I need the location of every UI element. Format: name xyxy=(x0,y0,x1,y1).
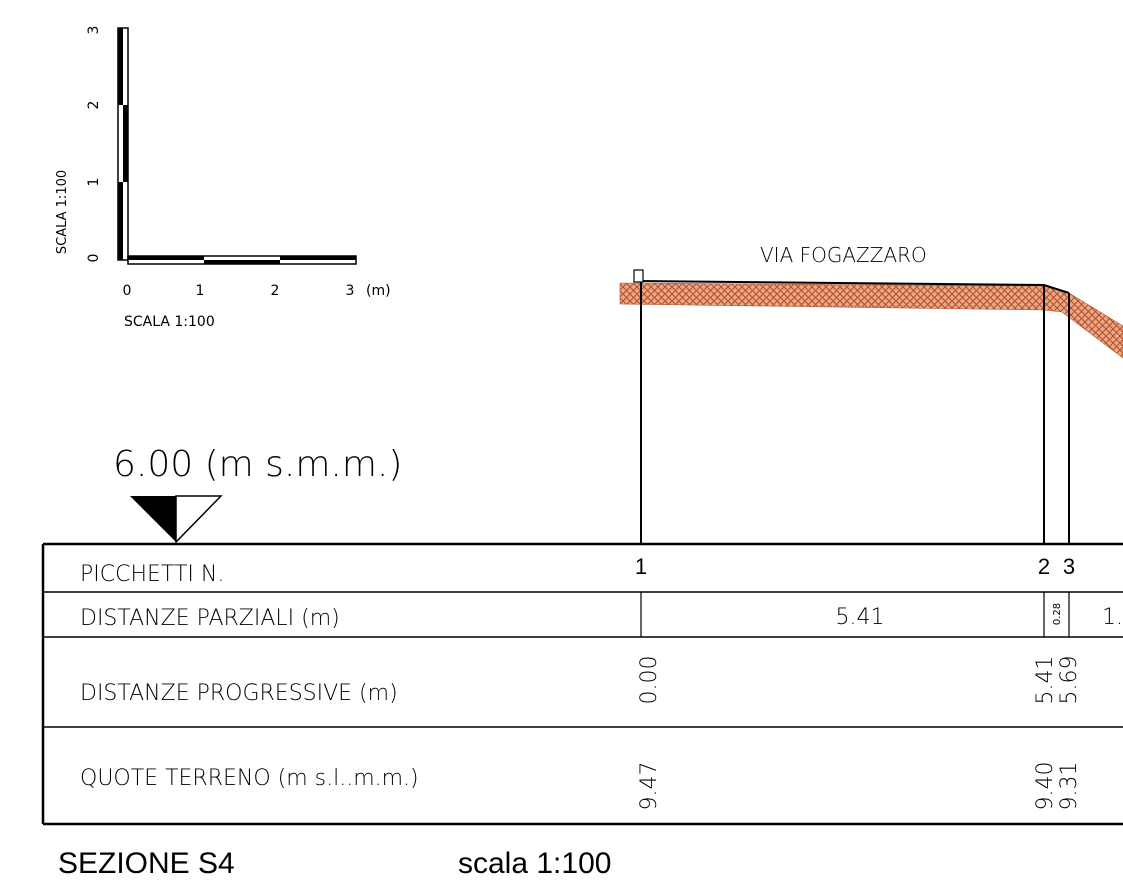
datum-reference: 6.00 (m s.m.m.) xyxy=(113,444,402,544)
picchetto-2: 2 xyxy=(1038,554,1050,579)
vertical-scale-bar: 0 1 2 3 SCALA 1:100 xyxy=(55,26,129,263)
vertical-tick-2: 2 xyxy=(86,101,102,110)
terrain-profile xyxy=(619,269,1123,359)
row-label-quote: QUOTE TERRENO (m s.l..m.m.) xyxy=(80,766,419,791)
vertical-tick-3: 3 xyxy=(86,26,102,35)
datum-label: 6.00 (m s.m.m.) xyxy=(113,444,402,485)
row-label-parziali: DISTANZE PARZIALI (m) xyxy=(80,606,340,631)
progressiva-1: 0.00 xyxy=(637,656,662,705)
quota-3: 9.31 xyxy=(1057,762,1082,811)
street-name: VIA FOGAZZARO xyxy=(760,243,927,267)
quota-2: 9.40 xyxy=(1033,762,1058,811)
parziale-2: 0.28 xyxy=(1052,603,1063,625)
horizontal-tick-1: 1 xyxy=(196,283,205,299)
terrain-hatch xyxy=(619,282,1123,359)
progressiva-2: 5.41 xyxy=(1033,656,1058,705)
quota-1: 9.47 xyxy=(637,762,662,811)
vertical-tick-0: 0 xyxy=(86,254,102,263)
horizontal-tick-0: 0 xyxy=(123,283,132,299)
horizontal-tick-3: 3 xyxy=(346,283,355,299)
vertical-scale-label: SCALA 1:100 xyxy=(55,170,70,254)
picchetto-3: 3 xyxy=(1063,554,1075,579)
picchetti-lines xyxy=(640,282,1070,544)
row-label-progressive: DISTANZE PROGRESSIVE (m) xyxy=(80,681,398,706)
section-title: SEZIONE S4 xyxy=(58,847,235,880)
row-label-picchetti: PICCHETTI N. xyxy=(80,562,224,587)
datum-triangle-filled xyxy=(130,496,176,542)
picchetto-1: 1 xyxy=(635,554,647,579)
horizontal-scale-bar: 0 1 2 3 (m) SCALA 1:100 xyxy=(123,255,391,330)
section-scale: scala 1:100 xyxy=(458,847,611,880)
curb-marker xyxy=(633,269,644,283)
profile-table: PICCHETTI N. DISTANZE PARZIALI (m) DISTA… xyxy=(41,542,1123,826)
progressiva-3: 5.69 xyxy=(1057,656,1082,705)
horizontal-scale-label: SCALA 1:100 xyxy=(124,314,215,330)
parziale-3: 1. xyxy=(1102,605,1123,630)
horizontal-unit: (m) xyxy=(366,283,391,299)
datum-triangle-outline xyxy=(175,495,223,544)
horizontal-tick-2: 2 xyxy=(271,283,280,299)
vertical-tick-1: 1 xyxy=(86,178,102,187)
parziale-1: 5.41 xyxy=(836,605,885,630)
